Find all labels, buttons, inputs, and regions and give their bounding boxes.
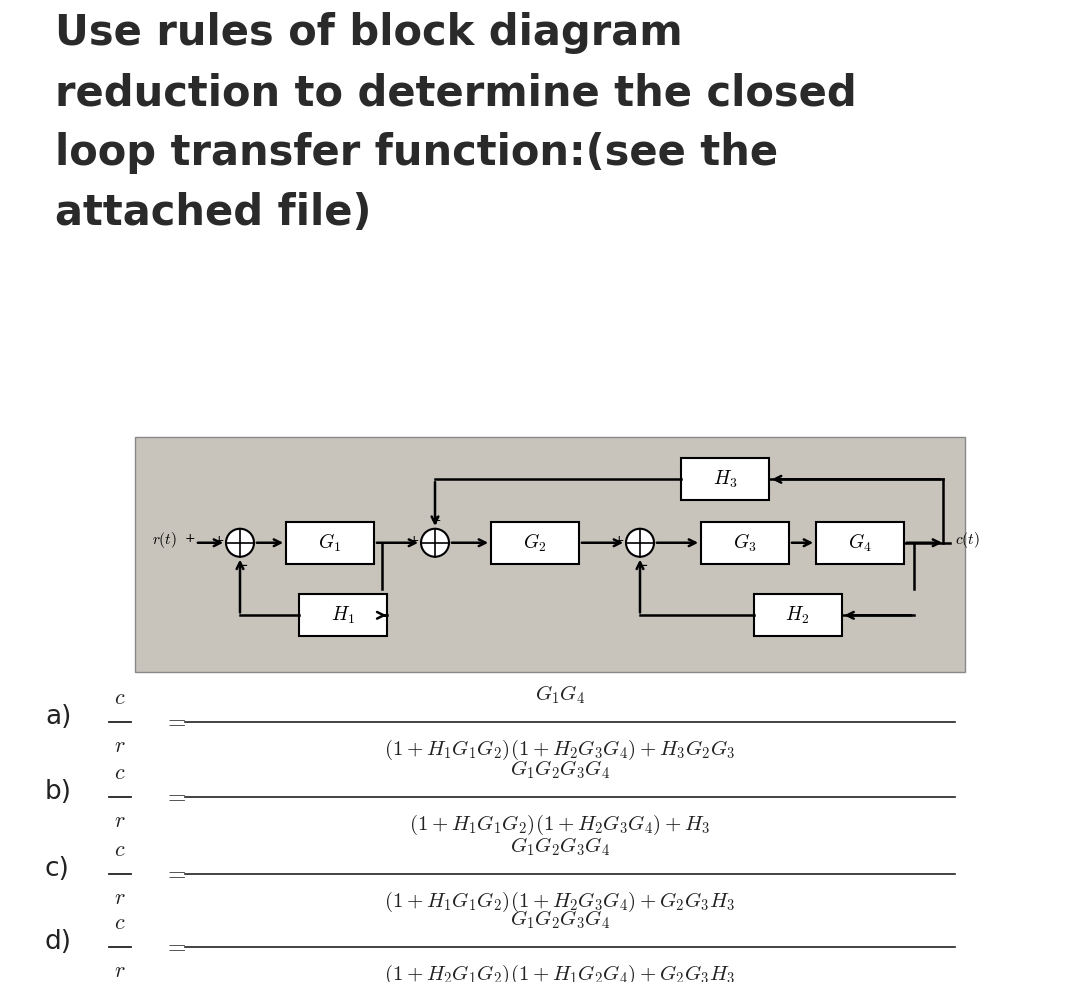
- Text: +: +: [214, 534, 224, 547]
- Text: $c$: $c$: [114, 763, 125, 783]
- Text: b): b): [45, 779, 72, 805]
- Text: $(1+H_1G_1G_2)(1+H_2G_3G_4)+H_3G_2G_3$: $(1+H_1G_1G_2)(1+H_2G_3G_4)+H_3G_2G_3$: [384, 738, 735, 762]
- Text: reduction to determine the closed: reduction to determine the closed: [55, 72, 856, 114]
- Text: d): d): [45, 929, 72, 955]
- Text: $r$: $r$: [114, 888, 125, 908]
- Text: $G_3$: $G_3$: [733, 531, 757, 554]
- Text: $r$: $r$: [114, 736, 125, 756]
- Bar: [816, 521, 904, 564]
- Text: $H_3$: $H_3$: [713, 468, 738, 490]
- Circle shape: [226, 528, 254, 557]
- Text: $c$: $c$: [114, 913, 125, 933]
- Bar: [754, 594, 841, 636]
- Text: $=$: $=$: [163, 708, 186, 732]
- Circle shape: [626, 528, 654, 557]
- Text: $(1+H_2G_1G_2)(1+H_1G_2G_4)+G_2G_3H_3$: $(1+H_2G_1G_2)(1+H_1G_2G_4)+G_2G_3H_3$: [384, 963, 735, 982]
- Text: $G_1G_2G_3G_4$: $G_1G_2G_3G_4$: [510, 758, 610, 781]
- Text: +: +: [408, 534, 419, 547]
- Text: $c(t)$: $c(t)$: [955, 529, 980, 550]
- Bar: [701, 521, 789, 564]
- Text: $c$: $c$: [114, 840, 125, 860]
- Bar: [135, 437, 966, 672]
- Text: $r$: $r$: [114, 961, 125, 981]
- Text: Use rules of block diagram: Use rules of block diagram: [55, 12, 683, 54]
- Text: attached file): attached file): [55, 192, 372, 234]
- Text: $=$: $=$: [163, 933, 186, 957]
- Text: $G_1G_4$: $G_1G_4$: [535, 683, 585, 706]
- Text: +: +: [613, 534, 624, 547]
- Text: −: −: [636, 558, 648, 573]
- Text: $G_1G_2G_3G_4$: $G_1G_2G_3G_4$: [510, 908, 610, 931]
- Bar: [286, 521, 374, 564]
- Text: +: +: [431, 514, 442, 526]
- Text: loop transfer function:(see the: loop transfer function:(see the: [55, 132, 778, 174]
- Text: $(1+H_1G_1G_2)(1+H_2G_3G_4)+G_2G_3H_3$: $(1+H_1G_1G_2)(1+H_2G_3G_4)+G_2G_3H_3$: [384, 890, 735, 914]
- Text: $G_4$: $G_4$: [848, 531, 872, 554]
- Text: $G_1$: $G_1$: [319, 531, 341, 554]
- Text: $r$: $r$: [114, 811, 125, 831]
- Text: $c$: $c$: [114, 688, 125, 708]
- Text: $=$: $=$: [163, 783, 186, 807]
- Text: $(1+H_1G_1G_2)(1+H_2G_3G_4)+H_3$: $(1+H_1G_1G_2)(1+H_2G_3G_4)+H_3$: [409, 813, 711, 837]
- Bar: [298, 594, 387, 636]
- Bar: [681, 459, 769, 500]
- Text: $G_2$: $G_2$: [524, 531, 546, 554]
- Text: $G_1G_2G_3G_4$: $G_1G_2G_3G_4$: [510, 836, 610, 858]
- Text: a): a): [45, 704, 71, 730]
- Bar: [491, 521, 579, 564]
- Text: $H_1$: $H_1$: [330, 605, 354, 626]
- Text: +: +: [185, 532, 195, 545]
- Text: $H_2$: $H_2$: [785, 605, 810, 626]
- Text: −: −: [235, 558, 248, 573]
- Text: $r(t)$: $r(t)$: [152, 529, 177, 550]
- Text: $=$: $=$: [163, 860, 186, 884]
- Text: c): c): [45, 856, 70, 882]
- Circle shape: [421, 528, 449, 557]
